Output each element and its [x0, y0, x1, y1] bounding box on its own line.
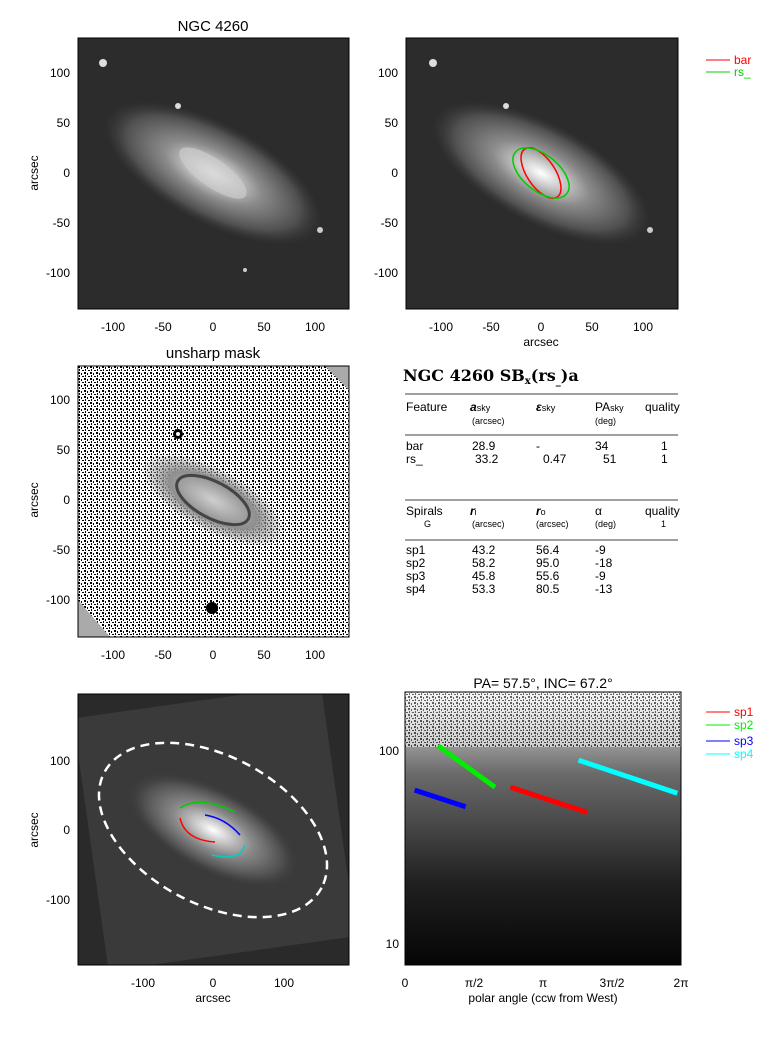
- ytick: -100: [374, 266, 398, 280]
- xtick: 0: [210, 976, 217, 990]
- panel5-xlabel: arcsec: [195, 991, 230, 1005]
- galaxy-bar: [179, 147, 247, 199]
- panel6-title: PA= 57.5°, INC= 67.2°: [473, 675, 612, 691]
- panel1-ylabel: arcsec: [27, 155, 41, 190]
- spiral-sp4: [211, 844, 246, 858]
- xtick: π: [539, 976, 547, 990]
- panel6-xlabel: polar angle (ccw from West): [468, 991, 617, 1005]
- xtick: 0: [538, 320, 545, 334]
- xtick: 100: [305, 320, 325, 334]
- panel-frame: [404, 691, 682, 966]
- star: [647, 227, 653, 233]
- xtick: -100: [101, 320, 125, 334]
- ytick: 50: [57, 443, 71, 457]
- masked-corner: [325, 366, 349, 390]
- ytick: 100: [50, 754, 70, 768]
- series-sp3: [413, 787, 467, 810]
- polar-series-group: [413, 743, 679, 815]
- ytick: 10: [386, 937, 400, 951]
- polar-noise: [405, 692, 681, 747]
- xtick: -100: [131, 976, 155, 990]
- star: [429, 59, 437, 67]
- star: [175, 103, 181, 109]
- masked-corner: [78, 600, 110, 637]
- star: [206, 602, 218, 614]
- legend-label-sp3: sp3: [734, 734, 754, 748]
- star: [176, 432, 180, 436]
- ytick: 0: [63, 823, 70, 837]
- ytick: -100: [46, 593, 70, 607]
- xtick: -100: [429, 320, 453, 334]
- panel-galaxy-image: [77, 37, 350, 310]
- panel1-title: NGC 4260: [178, 18, 249, 35]
- xtick: 2π: [674, 976, 689, 990]
- unsharp-ring: [175, 473, 251, 527]
- panel-frame: [77, 693, 350, 966]
- ytick: -100: [46, 266, 70, 280]
- legend-label-sp2: sp2: [734, 718, 754, 732]
- xtick: -50: [482, 320, 500, 334]
- xtick: 50: [585, 320, 599, 334]
- xtick: 50: [257, 648, 271, 662]
- ytick: 0: [391, 166, 398, 180]
- galaxy-disk: [126, 771, 300, 889]
- xtick: 0: [210, 320, 217, 334]
- xtick: 0: [402, 976, 409, 990]
- panel-galaxy-ellipses: [405, 37, 679, 310]
- panel-unsharp-mask: [77, 365, 350, 638]
- xtick: 100: [633, 320, 653, 334]
- panel-deprojected: [77, 693, 350, 966]
- spiral-sp2: [179, 801, 236, 813]
- ytick: -50: [381, 216, 399, 230]
- panel3-ylabel: arcsec: [27, 482, 41, 517]
- ytick: 100: [50, 66, 70, 80]
- star: [243, 268, 247, 272]
- ytick: -50: [53, 543, 71, 557]
- xtick: 3π/2: [600, 976, 625, 990]
- bar-ellipse: [520, 146, 562, 200]
- xtick: -100: [101, 648, 125, 662]
- xtick: 50: [257, 320, 271, 334]
- xtick: 100: [274, 976, 294, 990]
- spiral-sp1: [179, 817, 216, 843]
- panel-frame: [77, 365, 350, 638]
- series-sp2: [436, 743, 497, 790]
- star: [317, 227, 323, 233]
- outer-ellipse: [97, 741, 329, 919]
- series-sp1: [509, 784, 589, 815]
- panel2-xlabel: arcsec: [523, 335, 558, 349]
- legend-label-rs: rs_: [734, 65, 751, 79]
- xtick: -50: [154, 320, 172, 334]
- legend-label-bar: bar: [734, 53, 751, 67]
- ytick: 50: [385, 116, 399, 130]
- ytick: -50: [53, 216, 71, 230]
- star: [503, 103, 509, 109]
- panel5-ylabel: arcsec: [27, 812, 41, 847]
- ytick: -100: [46, 893, 70, 907]
- spiral-sp3: [204, 814, 241, 836]
- panel3-title: unsharp mask: [166, 345, 261, 362]
- series-sp4: [577, 757, 679, 796]
- xtick: -50: [154, 648, 172, 662]
- galaxy-disk: [432, 101, 650, 245]
- panel-frame: [77, 37, 350, 310]
- ytick: 50: [57, 116, 71, 130]
- legend-label-sp4: sp4: [734, 747, 754, 761]
- ytick: 0: [63, 493, 70, 507]
- xtick: 100: [305, 648, 325, 662]
- legend-label-sp1: sp1: [734, 705, 754, 719]
- ytick: 100: [50, 393, 70, 407]
- ytick: 100: [378, 66, 398, 80]
- ytick: 100: [379, 744, 399, 758]
- panel-frame: [405, 37, 679, 310]
- rs-ellipse: [512, 147, 570, 199]
- panel-polar-plot: [404, 691, 682, 966]
- ytick: 0: [63, 166, 70, 180]
- xtick: π/2: [465, 976, 484, 990]
- star: [99, 59, 107, 67]
- unsharp-galaxy: [140, 453, 286, 547]
- xtick: 0: [210, 648, 217, 662]
